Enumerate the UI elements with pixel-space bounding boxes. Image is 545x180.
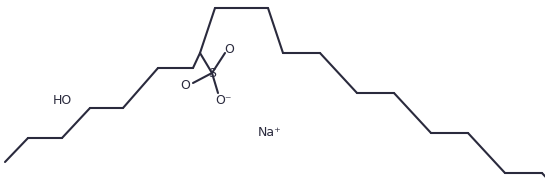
Text: Na⁺: Na⁺ — [258, 127, 282, 140]
Text: HO: HO — [53, 93, 72, 107]
Text: O: O — [224, 42, 234, 55]
Text: S: S — [208, 66, 216, 80]
Text: O⁻: O⁻ — [216, 93, 232, 107]
Text: O: O — [180, 78, 190, 91]
